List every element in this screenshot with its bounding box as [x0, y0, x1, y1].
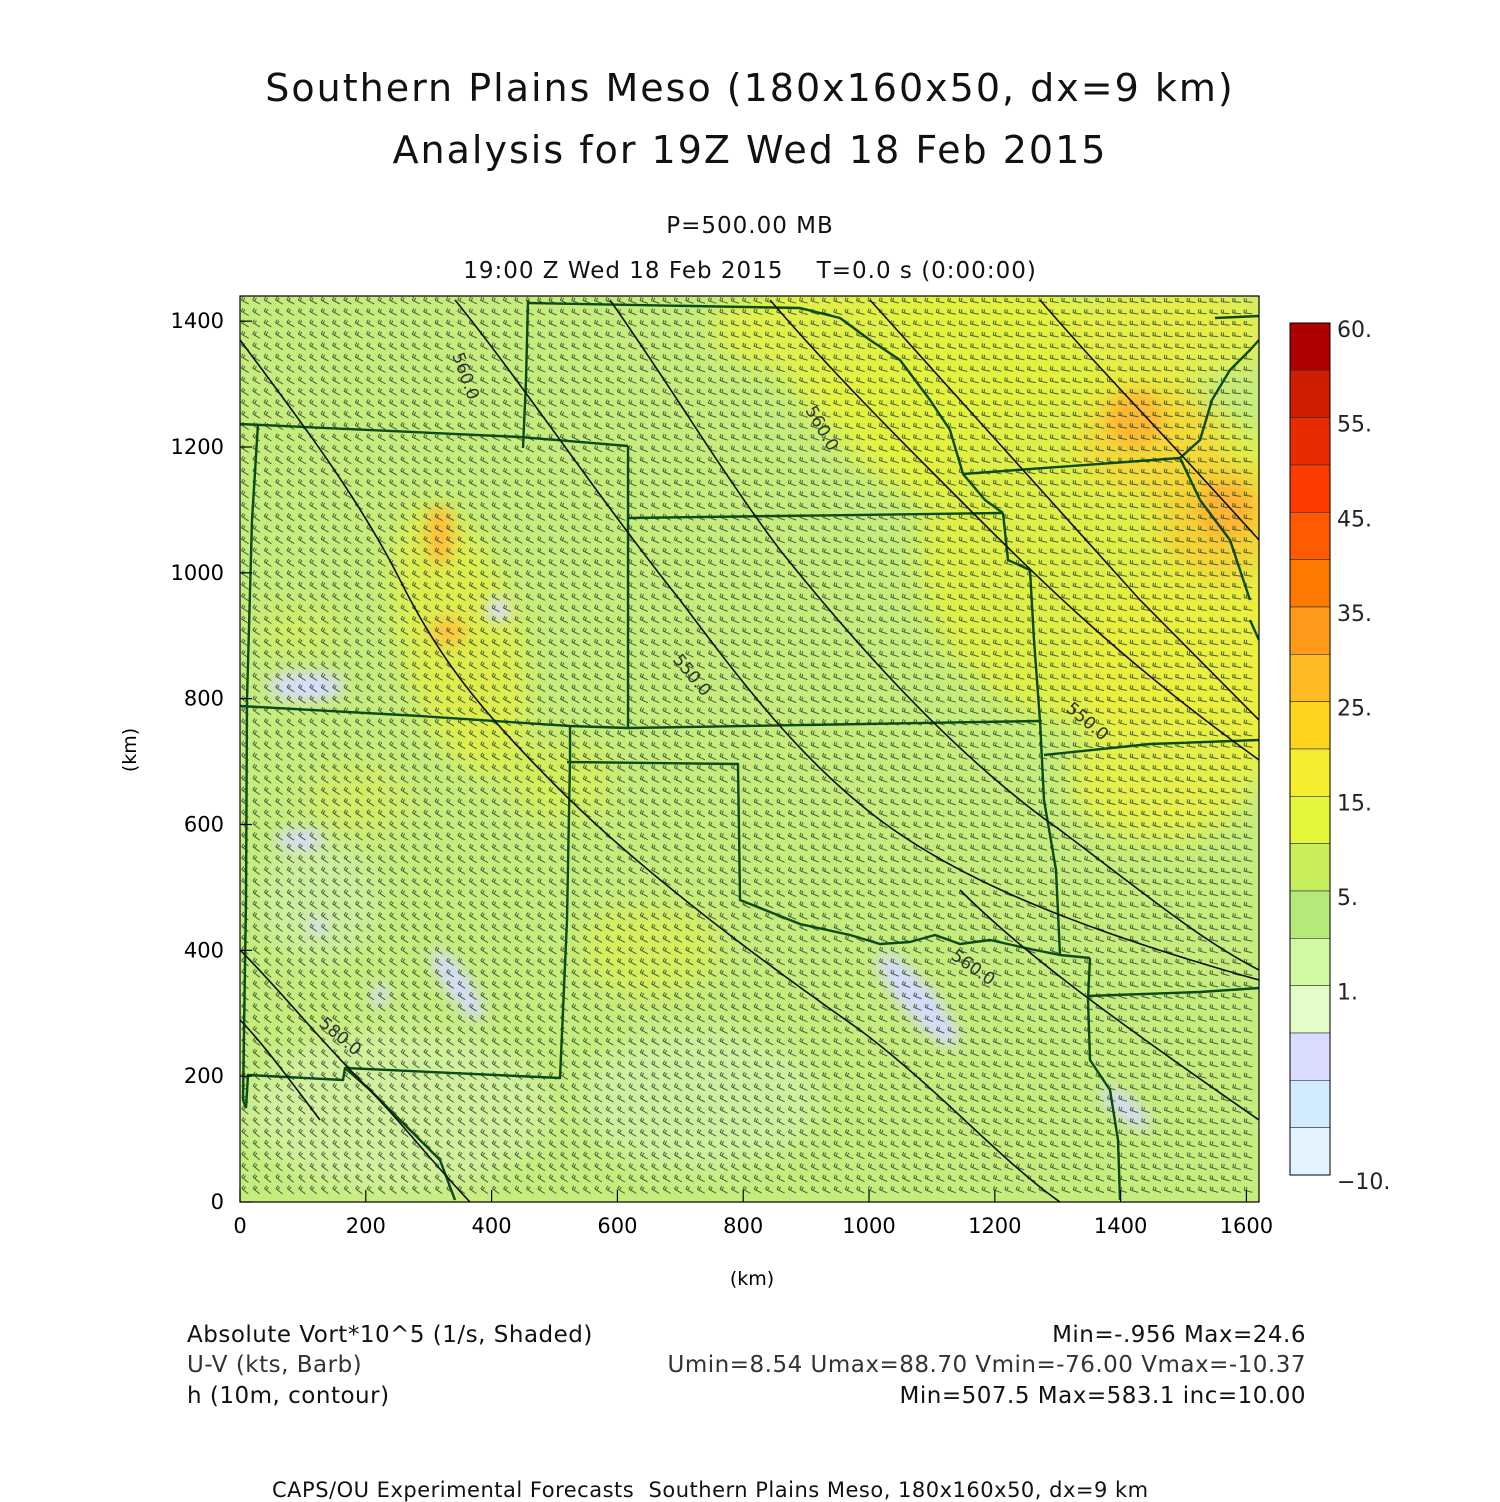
x-tick-label: 1200 [968, 1214, 1021, 1238]
x-tick-label: 800 [723, 1214, 763, 1238]
title-line-2: Analysis for 19Z Wed 18 Feb 2015 [392, 128, 1108, 172]
colorbar-label: 45. [1337, 507, 1372, 532]
field2-stats: Umin=8.54 Umax=88.70 Vmin=-76.00 Vmax=-1… [667, 1352, 1306, 1378]
field1-stats: Min=-.956 Max=24.6 [1052, 1322, 1306, 1348]
colorbar-swatch [1289, 748, 1331, 797]
wind-barbs [240, 296, 1253, 1195]
colorbar-swatch [1289, 370, 1331, 418]
vorticity-shading [240, 296, 1259, 1202]
colorbar-label: 60. [1337, 318, 1372, 343]
x-tick-label: 200 [346, 1214, 386, 1238]
pressure-level-label: P=500.00 MB [666, 213, 834, 239]
colorbar-swatch [1289, 938, 1331, 986]
colorbar-swatch [1289, 843, 1331, 892]
colorbar-swatch [1289, 464, 1331, 513]
y-tick-label: 800 [184, 687, 224, 711]
colorbar-swatch [1289, 606, 1331, 655]
colorbar-swatch [1289, 1032, 1331, 1081]
colorbar-label: 55. [1337, 413, 1372, 438]
x-tick-label: 1600 [1220, 1214, 1273, 1238]
footer-credit: CAPS/OU Experimental Forecasts Southern … [272, 1478, 1149, 1502]
y-tick-label: 200 [184, 1064, 224, 1088]
field3-stats: Min=507.5 Max=583.1 inc=10.00 [899, 1383, 1306, 1409]
title-line-1: Southern Plains Meso (180x160x50, dx=9 k… [265, 66, 1235, 110]
x-tick-label: 1000 [842, 1214, 895, 1238]
colorbar-swatch [1289, 985, 1331, 1034]
colorbar-swatch [1289, 322, 1331, 371]
y-tick-label: 1400 [171, 309, 224, 333]
colorbar-swatch [1289, 1080, 1331, 1128]
x-tick-label: 0 [233, 1214, 246, 1238]
y-tick-label: 600 [184, 813, 224, 837]
x-axis: 0 200 400 600 800 1000 1200 1400 1600 [233, 1190, 1273, 1238]
y-tick-label: 1200 [171, 435, 224, 459]
colorbar-swatch [1289, 701, 1331, 750]
field1-name: Absolute Vort*10^5 (1/s, Shaded) [187, 1322, 593, 1348]
y-tick-label: 0 [211, 1190, 224, 1214]
colorbar-label: 35. [1337, 602, 1372, 627]
x-tick-label: 600 [597, 1214, 637, 1238]
y-tick-label: 400 [184, 938, 224, 962]
x-tick-label: 400 [472, 1214, 512, 1238]
field3-name: h (10m, contour) [187, 1383, 390, 1409]
colorbar: 60. 55. 45. 35. 25. 15. 5. 1. −10. [1289, 318, 1390, 1195]
colorbar-swatch [1289, 512, 1331, 560]
field2-name: U-V (kts, Barb) [187, 1352, 363, 1378]
colorbar-swatch [1289, 559, 1331, 608]
y-axis: 0 200 400 600 800 1000 1200 1400 [171, 309, 252, 1214]
colorbar-swatch [1289, 654, 1331, 702]
colorbar-frame [1289, 322, 1331, 1176]
wind-barb-field [240, 296, 1253, 1195]
plot-frame [239, 295, 1260, 1203]
colorbar-label: 5. [1337, 886, 1358, 911]
y-axis-label: (km) [119, 728, 141, 772]
y-tick-label: 1000 [171, 561, 224, 585]
colorbar-swatch [1289, 890, 1331, 939]
valid-time-label: 19:00 Z Wed 18 Feb 2015 T=0.0 s (0:00:00… [463, 258, 1037, 284]
colorbar-swatch [1289, 1127, 1331, 1176]
x-tick-label: 1400 [1094, 1214, 1147, 1238]
colorbar-label: 25. [1337, 697, 1372, 722]
colorbar-label: 15. [1337, 791, 1372, 816]
colorbar-swatch [1289, 417, 1331, 466]
colorbar-swatch [1289, 796, 1331, 844]
height-contours [240, 299, 1259, 1202]
colorbar-label: −10. [1337, 1170, 1390, 1195]
colorbar-label: 1. [1337, 981, 1358, 1006]
x-axis-label: (km) [730, 1268, 774, 1290]
